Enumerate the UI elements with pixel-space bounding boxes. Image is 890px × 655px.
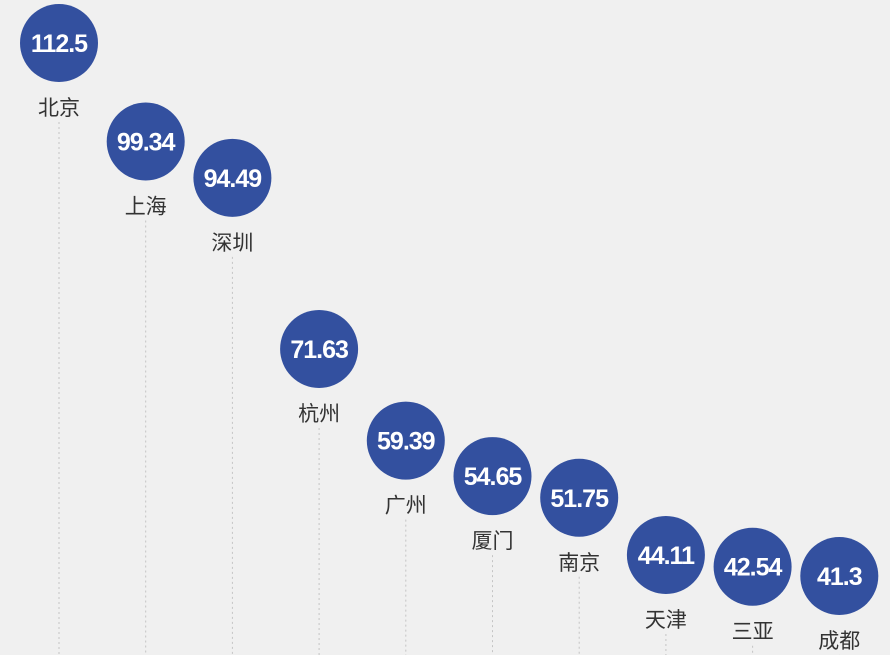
value-label: 59.39: [377, 428, 435, 456]
value-label: 41.3: [817, 563, 862, 591]
value-label: 112.5: [31, 30, 88, 58]
city-label: 上海: [125, 195, 167, 219]
value-label: 99.34: [117, 129, 176, 157]
city-label: 深圳: [211, 231, 253, 255]
value-marker: [366, 401, 445, 480]
value-marker: [280, 309, 359, 388]
value-label: 44.11: [638, 542, 695, 570]
value-marker: [800, 537, 879, 615]
value-marker: [193, 138, 272, 217]
city-label: 北京: [38, 96, 80, 120]
guide-lines: [58, 122, 754, 655]
city-label: 天津: [645, 608, 687, 632]
value-label: 54.65: [464, 463, 523, 491]
value-label: 71.63: [290, 336, 348, 364]
city-label: 南京: [558, 551, 600, 575]
value-marker: [713, 527, 792, 606]
value-marker: [453, 437, 532, 516]
value-marker: [540, 458, 619, 537]
value-marker: [20, 4, 98, 82]
value-marker: [106, 102, 185, 181]
value-label: 42.54: [724, 554, 783, 582]
value-marker: [626, 515, 705, 594]
value-label: 94.49: [204, 165, 262, 193]
data-markers: 112.5 北京 99.34 上海 94.49 深圳 71.63 杭州 59.39 广州 54.65…: [20, 4, 879, 653]
value-label: 51.75: [550, 485, 609, 513]
city-label: 广州: [385, 494, 427, 518]
city-label: 三亚: [732, 620, 774, 644]
city-label: 成都: [818, 629, 860, 653]
city-label: 厦门: [472, 529, 514, 553]
city-label: 杭州: [298, 402, 340, 426]
